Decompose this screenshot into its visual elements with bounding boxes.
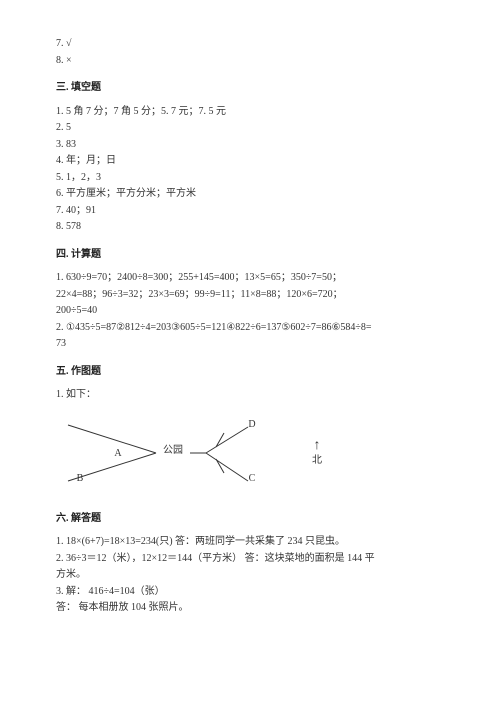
section-3-title: 三. 填空题	[56, 80, 450, 96]
answer-line: 7. 40；91	[56, 203, 450, 219]
answer-line: 答： 每本相册放 104 张照片。	[56, 600, 450, 616]
section-6-title: 六. 解答题	[56, 511, 450, 527]
answer-line: 8. ×	[56, 53, 450, 69]
section-5-lead: 1. 如下：	[56, 387, 450, 403]
section-5-title: 五. 作图题	[56, 364, 450, 380]
answer-line: 1. 5 角 7 分；7 角 5 分；5. 7 元；7. 5 元	[56, 104, 450, 120]
answer-line: 方米。	[56, 567, 450, 583]
answer-line: 2. 36÷3＝12（米），12×12＝144（平方米） 答：这块菜地的面积是 …	[56, 551, 450, 567]
answer-line: 73	[56, 336, 450, 352]
svg-text:A: A	[114, 448, 122, 459]
answer-line: 2. ①435÷5=87②812÷4=203③605÷5=121④822÷6=1…	[56, 320, 450, 336]
page-root: 7. √ 8. × 三. 填空题 1. 5 角 7 分；7 角 5 分；5. 7…	[0, 0, 500, 707]
diagram-row: 公园 A B C D ↑ 北	[56, 409, 450, 499]
svg-text:C: C	[249, 473, 256, 484]
answer-line: 2. 5	[56, 120, 450, 136]
answer-line: 6. 平方厘米；平方分米；平方米	[56, 186, 450, 202]
north-arrow-icon: ↑	[314, 439, 321, 453]
north-label: 北	[312, 453, 322, 469]
answer-line: 3. 解： 416÷4=104（张）	[56, 584, 450, 600]
answer-line: 22×4=88；96÷3=32；23×3=69；99÷9=11；11×8=88；…	[56, 287, 450, 303]
answer-line: 200÷5=40	[56, 303, 450, 319]
section-6-body: 1. 18×(6+7)=18×13=234(只) 答：两班同学一共采集了 234…	[56, 534, 450, 616]
north-indicator: ↑ 北	[312, 439, 322, 469]
svg-text:公园: 公园	[163, 444, 183, 456]
answer-line: 1. 630÷9=70；2400÷8=300；255+145=400；13×5=…	[56, 270, 450, 286]
section-3-body: 1. 5 角 7 分；7 角 5 分；5. 7 元；7. 5 元 2. 5 3.…	[56, 104, 450, 235]
answer-line: 1. 18×(6+7)=18×13=234(只) 答：两班同学一共采集了 234…	[56, 534, 450, 550]
park-diagram: 公园 A B C D	[56, 409, 286, 499]
answer-line: 5. 1，2，3	[56, 170, 450, 186]
section-4-title: 四. 计算题	[56, 247, 450, 263]
answer-line: 4. 年；月；日	[56, 153, 450, 169]
top-answers: 7. √ 8. ×	[56, 36, 450, 68]
answer-line: 3. 83	[56, 137, 450, 153]
svg-text:D: D	[248, 419, 255, 430]
svg-text:B: B	[77, 473, 84, 484]
section-4-body: 1. 630÷9=70；2400÷8=300；255+145=400；13×5=…	[56, 270, 450, 352]
answer-line: 7. √	[56, 36, 450, 52]
answer-line: 8. 578	[56, 219, 450, 235]
